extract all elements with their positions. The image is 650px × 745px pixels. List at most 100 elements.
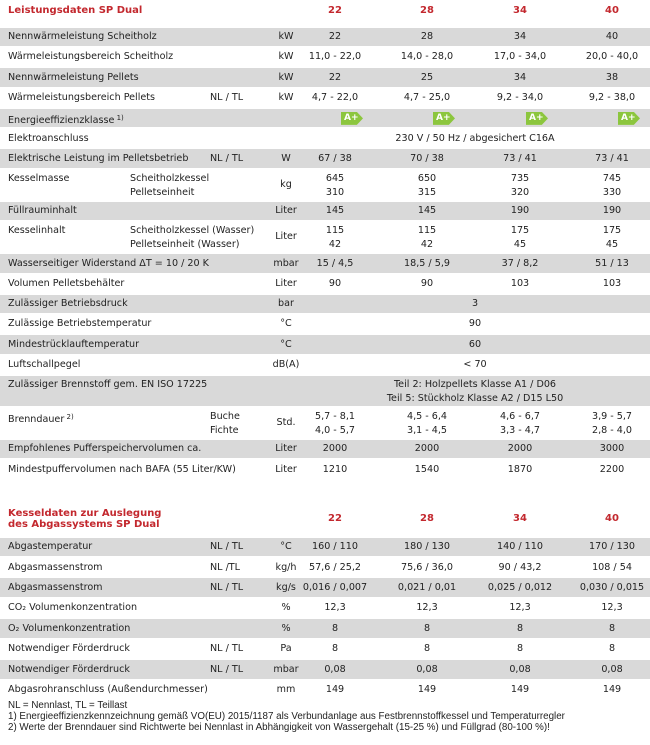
row-background <box>0 253 650 273</box>
value: 745 <box>602 172 622 184</box>
unit: Liter <box>275 205 297 217</box>
unit: kg/s <box>276 582 296 593</box>
table-title: des Abgassystems SP Dual <box>8 519 160 530</box>
unit: dB(A) <box>272 359 300 371</box>
value: 0,08 <box>324 663 346 675</box>
unit: Liter <box>275 443 297 455</box>
row-label: O₂ Volumenkonzentration <box>8 622 131 634</box>
unit: % <box>281 622 291 634</box>
row-label: Füllrauminhalt <box>8 205 77 217</box>
row-background <box>0 659 650 679</box>
unit: °C <box>280 338 292 350</box>
row-sublabel: Fichte <box>210 424 239 436</box>
footnote-ref: 2) <box>64 412 74 421</box>
table-title: Leistungsdaten SP Dual <box>8 5 143 16</box>
column-header: 28 <box>420 5 434 16</box>
merged-value: 230 V / 50 Hz / abgesichert C16A <box>395 132 555 144</box>
value: 90 <box>328 277 342 289</box>
row-label: Volumen Pelletsbehälter <box>8 277 125 289</box>
row-sublabel: Pelletseinheit <box>130 186 195 198</box>
row-background <box>0 294 650 314</box>
value: 34 <box>513 71 527 83</box>
row-label: Zulässige Betriebstemperatur <box>8 318 152 330</box>
value: 4,5 - 6,4 <box>406 410 448 422</box>
footnote-ref: 1) <box>114 114 124 123</box>
unit: kW <box>278 51 294 63</box>
row-label: Abgasrohranschluss (Außendurchmesser) <box>8 684 208 695</box>
value: 4,7 - 25,0 <box>403 92 451 104</box>
row-label: Luftschallpegel <box>8 359 81 371</box>
efficiency-badge: A+ <box>526 111 548 125</box>
value: 37 / 8,2 <box>501 257 539 269</box>
value: 8 <box>608 643 616 655</box>
row-background <box>0 537 650 557</box>
value: 103 <box>510 277 530 289</box>
efficiency-badge: A+ <box>618 111 640 125</box>
value: 67 / 38 <box>318 152 352 164</box>
value: 8 <box>331 622 339 634</box>
value: 2200 <box>599 463 625 475</box>
row-sublabel: NL /TL <box>210 561 241 573</box>
unit: mm <box>276 684 296 695</box>
row-label: Zulässiger Betriebsdruck <box>8 298 128 310</box>
value: 190 <box>602 205 622 217</box>
row-background <box>0 108 650 128</box>
merged-value: Teil 5: Stückholz Klasse A2 / D15 L50 <box>386 392 564 404</box>
row-label: Abgastemperatur <box>8 541 93 553</box>
row-label: Nennwärmeleistung Scheitholz <box>8 31 157 43</box>
row-sublabel: NL / TL <box>210 643 244 655</box>
row-label: Wärmeleistungsbereich Scheitholz <box>8 51 174 63</box>
unit: mbar <box>273 663 299 675</box>
row-label: Notwendiger Förderdruck <box>8 643 130 655</box>
value: 28 <box>420 31 434 43</box>
row-background <box>0 578 650 598</box>
value: 8 <box>423 643 431 655</box>
row-background <box>0 335 650 354</box>
unit: kg/h <box>275 561 297 573</box>
row-sublabel: Scheitholzkessel <box>130 172 210 184</box>
value: 645 <box>325 172 345 184</box>
merged-value: 90 <box>468 318 482 330</box>
row-label: Abgasmassenstrom <box>8 561 103 573</box>
value: 175 <box>602 225 622 236</box>
value: 315 <box>417 186 437 198</box>
column-header: 40 <box>605 5 619 16</box>
value: 160 / 110 <box>312 541 358 553</box>
row-label: Wasserseitiger Widerstand ΔT = 10 / 20 K <box>8 257 209 269</box>
value: 2000 <box>507 443 533 455</box>
unit: Std. <box>276 417 296 429</box>
row-background <box>0 439 650 459</box>
column-header: 34 <box>513 5 527 16</box>
row-sublabel: NL / TL <box>210 582 244 593</box>
value: 320 <box>510 186 530 198</box>
unit: Pa <box>280 643 292 655</box>
unit: Liter <box>275 463 297 475</box>
value: 103 <box>602 277 622 289</box>
unit: kg <box>280 179 292 191</box>
efficiency-badge: A+ <box>433 111 455 125</box>
value: 8 <box>331 643 339 655</box>
footnote: 2) Werte der Brenndauer sind Richtwerte … <box>8 722 550 733</box>
value: 3,3 - 4,7 <box>499 424 541 436</box>
value: 40 <box>605 31 619 43</box>
row-label: Brenndauer 2) <box>8 412 74 425</box>
row-background <box>0 375 650 407</box>
value: 190 <box>510 205 530 217</box>
column-header: 22 <box>328 513 342 524</box>
row-label: Notwendiger Förderdruck <box>8 663 130 675</box>
value: 57,6 / 25,2 <box>308 561 362 573</box>
value: 45 <box>513 239 527 251</box>
merged-value: 60 <box>468 338 482 350</box>
row-label: Mindestrücklauftemperatur <box>8 338 140 350</box>
value: 3,9 - 5,7 <box>591 410 633 422</box>
column-header: 22 <box>328 5 342 16</box>
value: 12,3 <box>601 602 623 614</box>
value: 0,08 <box>601 663 623 675</box>
value: 735 <box>510 172 530 184</box>
efficiency-badge: A+ <box>341 111 363 125</box>
unit: kW <box>278 92 294 104</box>
unit: Liter <box>275 277 297 289</box>
value: 2000 <box>414 443 440 455</box>
value: 17,0 - 34,0 <box>493 51 547 63</box>
value: 0,025 / 0,012 <box>487 582 553 593</box>
